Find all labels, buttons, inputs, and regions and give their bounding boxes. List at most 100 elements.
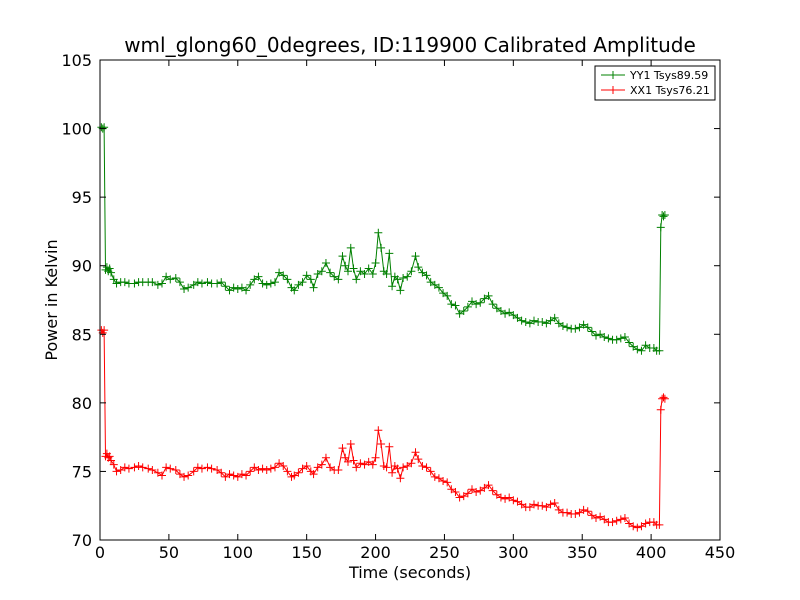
data-point-marker: [472, 488, 481, 496]
data-point-marker: [655, 346, 664, 355]
data-point-marker: [197, 464, 206, 473]
data-point-marker: [254, 466, 263, 475]
data-point-marker: [382, 269, 391, 278]
data-point-marker: [225, 470, 234, 479]
data-point-marker: [175, 278, 184, 287]
data-point-marker: [430, 280, 439, 289]
data-point-marker: [283, 275, 292, 284]
data-point-marker: [184, 283, 193, 292]
data-point-marker: [660, 394, 669, 403]
x-tick-label: 300: [498, 543, 529, 562]
data-point-marker: [346, 243, 355, 252]
data-point-marker: [317, 460, 326, 469]
x-axis-label: Time (seconds): [348, 563, 471, 582]
data-point-marker: [407, 267, 416, 276]
data-point-marker: [480, 294, 489, 303]
data-point-marker: [326, 268, 335, 277]
data-point-marker: [180, 285, 189, 294]
data-point-marker: [250, 463, 259, 472]
x-tick-label: 250: [429, 543, 460, 562]
data-point-marker: [313, 463, 322, 472]
data-point-marker: [505, 308, 514, 317]
plot-frame: [99, 59, 721, 541]
data-point-marker: [596, 512, 605, 521]
data-point-marker: [513, 497, 522, 506]
data-point-marker: [374, 426, 383, 435]
data-point-marker: [258, 464, 267, 473]
data-point-marker: [309, 283, 318, 292]
x-tick-label: 50: [159, 543, 179, 562]
data-point-marker: [625, 338, 634, 347]
data-point-marker: [290, 471, 299, 480]
data-point-marker: [459, 492, 468, 501]
y-axis: 70 75 80 85 90 95 100 105: [61, 51, 720, 550]
plot-area: [100, 60, 720, 540]
data-point-marker: [468, 485, 476, 494]
data-point-marker: [237, 283, 246, 292]
data-point-marker: [112, 467, 121, 476]
y-tick-label: 95: [72, 188, 92, 207]
data-point-marker: [374, 228, 383, 237]
data-point-marker: [166, 275, 175, 284]
data-point-marker: [356, 267, 365, 276]
data-point-marker: [656, 405, 665, 414]
data-point-marker: [496, 306, 505, 315]
data-point-marker: [587, 511, 596, 520]
data-point-marker: [608, 518, 617, 527]
data-point-marker: [388, 468, 397, 477]
data-point-marker: [266, 279, 275, 288]
y-tick-label: 90: [72, 257, 92, 276]
data-point-marker: [396, 286, 405, 295]
data-point-marker: [107, 456, 116, 465]
x-tick-label: 350: [567, 543, 598, 562]
data-point-marker: [554, 319, 563, 328]
data-point-marker: [637, 522, 646, 531]
data-point-marker: [385, 249, 394, 258]
data-point-marker: [563, 323, 572, 332]
data-point-marker: [213, 466, 222, 475]
data-point-marker: [100, 123, 109, 132]
data-point-marker: [334, 275, 343, 284]
data-point-marker: [411, 252, 420, 261]
data-point-marker: [326, 463, 335, 472]
data-point-marker: [579, 505, 588, 514]
data-point-marker: [377, 243, 386, 252]
data-point-marker: [371, 258, 380, 267]
legend-label: XX1 Tsys76.21: [630, 84, 710, 97]
y-tick-label: 70: [72, 531, 92, 550]
data-point-marker: [399, 274, 408, 283]
y-axis-label: Power in Kelvin: [42, 239, 61, 360]
data-point-marker: [262, 466, 271, 475]
x-tick-label: 0: [95, 543, 105, 562]
data-point-marker: [250, 275, 259, 284]
series-layer: [97, 123, 669, 532]
data-point-marker: [414, 455, 423, 464]
data-point-marker: [509, 311, 518, 320]
data-point-marker: [229, 471, 238, 480]
data-point-marker: [317, 267, 326, 276]
data-point-marker: [472, 300, 481, 309]
data-point-marker: [587, 327, 596, 336]
series-0: [97, 123, 669, 355]
data-point-marker: [237, 470, 246, 479]
data-point-marker: [517, 500, 526, 509]
y-tick-label: 105: [61, 51, 92, 70]
data-point-marker: [225, 286, 234, 295]
data-point-marker: [105, 452, 114, 461]
data-point-marker: [364, 264, 373, 273]
data-point-marker: [525, 319, 534, 328]
data-point-marker: [352, 463, 361, 472]
data-point-marker: [360, 460, 369, 469]
data-point-marker: [270, 278, 279, 287]
data-point-marker: [399, 463, 408, 472]
data-point-marker: [476, 298, 485, 307]
legend-label: YY1 Tsys89.59: [629, 69, 708, 82]
data-point-marker: [546, 500, 555, 509]
data-point-marker: [550, 313, 559, 322]
data-point-marker: [575, 508, 584, 517]
data-point-marker: [426, 278, 435, 287]
data-point-marker: [583, 323, 592, 332]
data-point-marker: [109, 275, 118, 284]
data-point-marker: [550, 498, 559, 507]
